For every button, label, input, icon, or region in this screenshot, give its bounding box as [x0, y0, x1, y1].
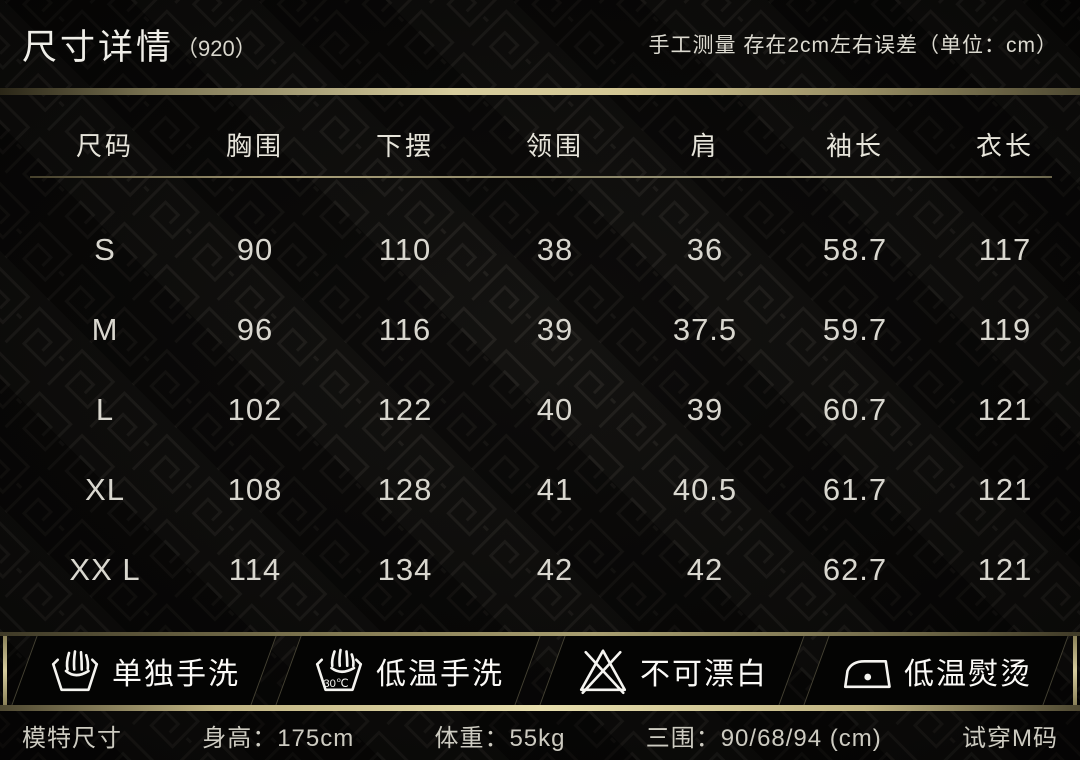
- care-item-no-bleach: 不可漂白: [556, 636, 788, 705]
- care-band-top-border: [0, 632, 1080, 636]
- table-cell: 60.7: [822, 392, 888, 427]
- model-measurements: 三围：90/68/94 (cm): [645, 725, 882, 752]
- model-height: 身高：175cm: [202, 725, 355, 752]
- column-header-length: 衣长: [975, 130, 1034, 161]
- column-header-size: 尺码: [75, 130, 134, 161]
- care-instructions-band: 单独手洗 30℃ 低温手洗: [0, 632, 1080, 711]
- column-header-collar: 领围: [525, 130, 584, 161]
- table-cell: 134: [377, 552, 433, 587]
- table-body: S 90 110 38 36 58.7 117 M 96 116 39 37.5…: [30, 178, 1080, 610]
- table-cell: 121: [977, 552, 1033, 587]
- table-cell: 116: [378, 312, 432, 347]
- size-cell: M: [91, 312, 119, 347]
- table-cell: 114: [228, 552, 282, 587]
- table-cell: 40: [536, 392, 574, 427]
- table-cell: 58.7: [822, 232, 888, 267]
- column-header-hem: 下摆: [375, 130, 434, 161]
- table-cell: 96: [236, 312, 274, 347]
- care-band-right-accent: [1073, 636, 1077, 705]
- table-cell: 39: [536, 312, 574, 347]
- table-cell: 90: [236, 232, 274, 267]
- table-header-row: 尺码 胸围 下摆 领围 肩 袖长 衣长: [30, 112, 1080, 176]
- measurement-note: 手工测量 存在2cm左右误差（单位：cm）: [648, 34, 1058, 57]
- table-row: S 90 110 38 36 58.7 117: [30, 210, 1080, 290]
- table-cell: 38: [536, 232, 574, 267]
- table-cell: 108: [227, 472, 283, 507]
- table-cell: 41: [536, 472, 574, 507]
- care-label: 低温熨烫: [904, 657, 1032, 691]
- table-row: L 102 122 40 39 60.7 121: [30, 370, 1080, 450]
- care-label: 单独手洗: [112, 657, 240, 691]
- handwash-temperature-text: 30℃: [323, 677, 348, 689]
- model-fit-size: 试穿M码: [961, 725, 1058, 752]
- size-cell: S: [94, 232, 116, 267]
- column-header-chest: 胸围: [225, 130, 284, 161]
- table-cell: 59.7: [822, 312, 888, 347]
- page-title-code: （920）: [176, 36, 257, 61]
- care-item-handwash: 单独手洗: [28, 636, 260, 705]
- table-cell: 121: [977, 392, 1033, 427]
- no-bleach-icon: [576, 644, 630, 698]
- table-cell: 128: [377, 472, 433, 507]
- table-cell: 40.5: [672, 472, 738, 507]
- care-items: 单独手洗 30℃ 低温手洗: [12, 636, 1068, 705]
- handwash-separately-icon: [48, 644, 102, 698]
- table-cell: 42: [536, 552, 574, 587]
- model-weight: 体重：55kg: [434, 725, 566, 752]
- care-item-handwash-low-temp: 30℃ 低温手洗: [292, 636, 524, 705]
- care-label: 不可漂白: [640, 657, 768, 691]
- table-cell: 61.7: [822, 472, 888, 507]
- model-info-bar: 模特尺寸 身高：175cm 体重：55kg 三围：90/68/94 (cm) 试…: [0, 711, 1080, 760]
- iron-low-temp-icon: [840, 644, 894, 698]
- table-cell: 102: [227, 392, 283, 427]
- header: 尺寸详情 （920） 手工测量 存在2cm左右误差（单位：cm）: [0, 0, 1080, 88]
- column-header-sleeve: 袖长: [825, 130, 884, 161]
- care-band-bottom-border: [0, 705, 1080, 711]
- table-cell: 117: [978, 232, 1032, 267]
- model-info-label: 模特尺寸: [22, 725, 122, 752]
- size-cell: XL: [85, 472, 125, 507]
- table-cell: 110: [378, 232, 432, 267]
- gold-divider: [0, 88, 1080, 95]
- table-cell: 62.7: [822, 552, 888, 587]
- table-row: XL 108 128 41 40.5 61.7 121: [30, 450, 1080, 530]
- care-label: 低温手洗: [376, 657, 504, 691]
- header-underline: [30, 176, 1052, 178]
- handwash-30c-icon: 30℃: [312, 644, 366, 698]
- table-cell: 121: [977, 472, 1033, 507]
- column-header-shoulder: 肩: [690, 130, 720, 161]
- table-row: XX L 114 134 42 42 62.7 121: [30, 530, 1080, 610]
- page-title: 尺寸详情: [22, 27, 175, 67]
- size-cell: L: [95, 392, 115, 427]
- size-cell: XX L: [69, 552, 141, 587]
- table-cell: 39: [686, 392, 724, 427]
- table-cell: 36: [686, 232, 724, 267]
- table-cell: 42: [686, 552, 724, 587]
- table-row: M 96 116 39 37.5 59.7 119: [30, 290, 1080, 370]
- table-cell: 37.5: [672, 312, 738, 347]
- care-item-iron-low-temp: 低温熨烫: [820, 636, 1052, 705]
- care-band-left-accent: [3, 636, 7, 705]
- size-table: 尺码 胸围 下摆 领围 肩 袖长 衣长 S 90 110 38 36 58.7 …: [30, 112, 1080, 610]
- table-cell: 122: [377, 392, 433, 427]
- table-cell: 119: [978, 312, 1032, 347]
